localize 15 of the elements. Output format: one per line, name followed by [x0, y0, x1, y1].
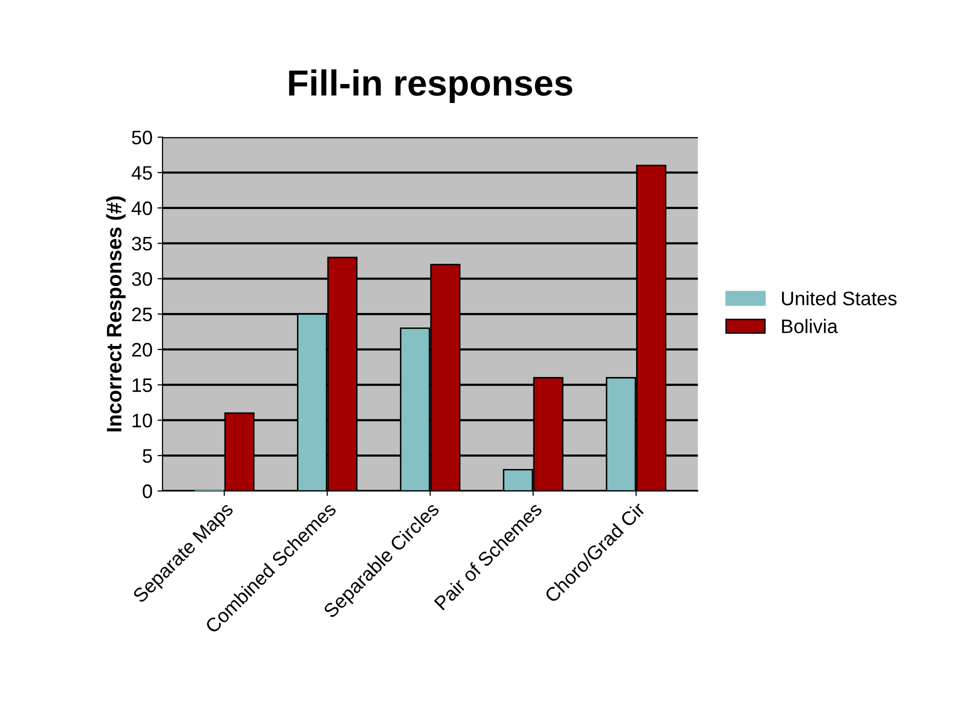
chart-title: Fill-in responses [289, 69, 572, 104]
y-tick-label: 45 [132, 166, 152, 180]
y-tick-label: 30 [132, 272, 152, 286]
y-tick-label: 40 [132, 201, 152, 216]
y-tick-label: 10 [132, 414, 152, 428]
y-tick-label: 5 [142, 449, 152, 463]
y-tick-label: 25 [132, 308, 152, 322]
legend-label: Bolivia [782, 318, 838, 334]
y-tick-label: 35 [132, 236, 152, 251]
y-tick-label: 20 [132, 342, 152, 357]
y-tick-label: 15 [132, 378, 152, 392]
y-tick-label: 50 [132, 130, 152, 144]
legend-label: United States [782, 291, 897, 306]
y-tick-label: 0 [142, 484, 152, 498]
y-axis-title: Incorrect Responses (#) [106, 196, 126, 432]
